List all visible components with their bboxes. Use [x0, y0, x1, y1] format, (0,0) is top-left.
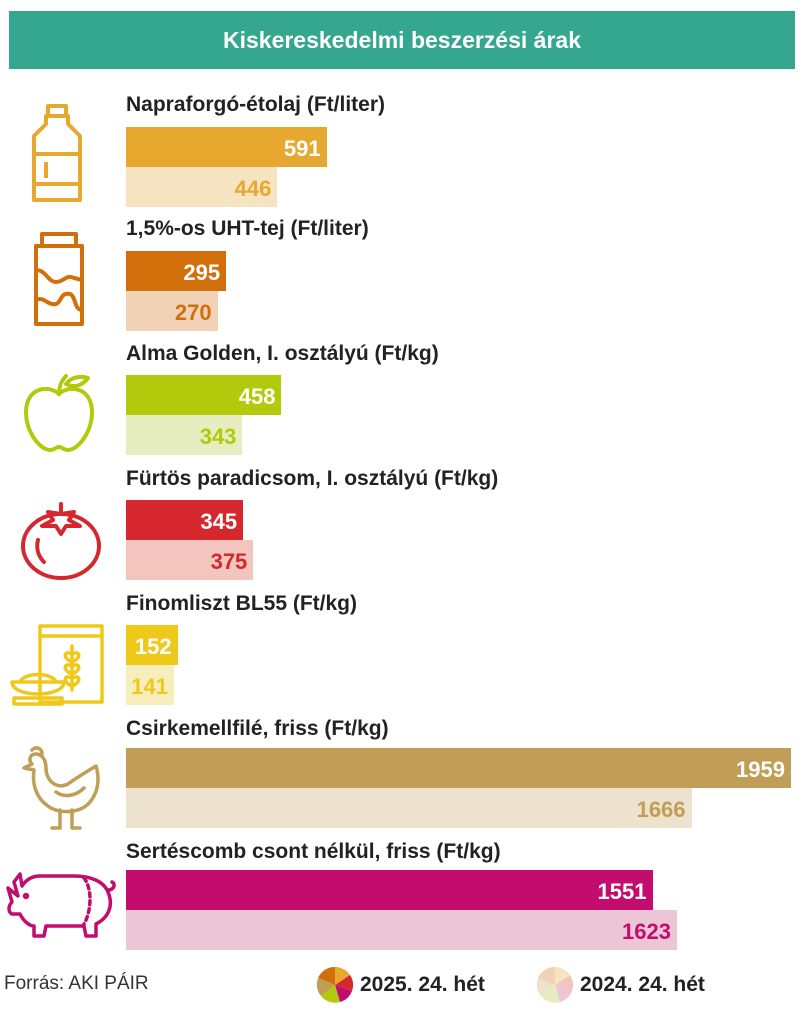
bar-oil-2024 [126, 167, 278, 207]
item-title-flour: Finomliszt BL55 (Ft/kg) [126, 592, 357, 615]
legend-2025-label: 2025. 24. hét [360, 973, 485, 996]
bar-tomato-2025 [126, 500, 244, 540]
bar-value-flour-2025: 152 [134, 634, 172, 659]
bar-pork-2025 [126, 870, 653, 910]
legend-2024: 2024. 24. hét [536, 966, 705, 1004]
bar-apple-2024 [126, 415, 243, 455]
bar-value-oil-2024: 446 [234, 176, 272, 201]
bar-value-pork-2024: 1623 [621, 919, 671, 944]
legend-2025: 2025. 24. hét [316, 966, 485, 1004]
item-title-tomato: Fürtös paradicsom, I. osztályú (Ft/kg) [126, 467, 499, 490]
legend-2024-swatch-icon [536, 966, 574, 1003]
item-title-pork: Sertéscomb csont nélkül, friss (Ft/kg) [126, 840, 501, 863]
bar-value-flour-2024: 141 [131, 674, 168, 699]
source-note: Forrás: AKI PÁIR [4, 973, 149, 994]
bar-value-milk-2025: 295 [183, 260, 221, 285]
legend-2024-label: 2024. 24. hét [580, 973, 705, 996]
oil-bottle-icon [32, 104, 82, 202]
bar-value-tomato-2025: 345 [200, 509, 238, 534]
item-title-milk: 1,5%-os UHT-tej (Ft/liter) [126, 217, 369, 240]
bar-oil-2025 [126, 127, 327, 167]
flour-bag-icon [10, 624, 104, 706]
bar-flour-2024 [126, 665, 174, 705]
item-title-chicken: Csirkemellfilé, friss (Ft/kg) [126, 717, 389, 740]
pig-icon [6, 872, 116, 938]
bar-value-chicken-2024: 1666 [636, 797, 686, 822]
bar-value-oil-2025: 591 [283, 136, 321, 161]
apple-icon [24, 374, 94, 452]
bar-milk-2025 [126, 251, 227, 291]
bar-value-pork-2025: 1551 [597, 879, 647, 904]
bar-apple-2025 [126, 375, 282, 415]
bar-value-apple-2025: 458 [238, 384, 276, 409]
bar-pork-2024 [126, 910, 677, 950]
item-title-apple: Alma Golden, I. osztályú (Ft/kg) [126, 342, 439, 365]
legend-2025-swatch-icon [316, 966, 354, 1003]
bar-chicken-2024 [126, 788, 692, 828]
bar-chicken-2025 [126, 748, 791, 788]
bar-value-milk-2024: 270 [174, 300, 212, 325]
chicken-icon [22, 746, 100, 830]
chart-title: Kiskereskedelmi beszerzési árak [9, 11, 795, 69]
bar-value-tomato-2024: 375 [210, 549, 248, 574]
bar-milk-2024 [126, 291, 218, 331]
bar-flour-2025 [126, 625, 178, 665]
bar-value-apple-2024: 343 [199, 424, 237, 449]
milk-carton-icon [34, 232, 84, 326]
item-title-oil: Napraforgó-étolaj (Ft/liter) [126, 93, 386, 116]
bar-value-chicken-2025: 1959 [736, 757, 785, 782]
bar-tomato-2024 [126, 540, 254, 580]
tomato-icon [21, 502, 101, 580]
